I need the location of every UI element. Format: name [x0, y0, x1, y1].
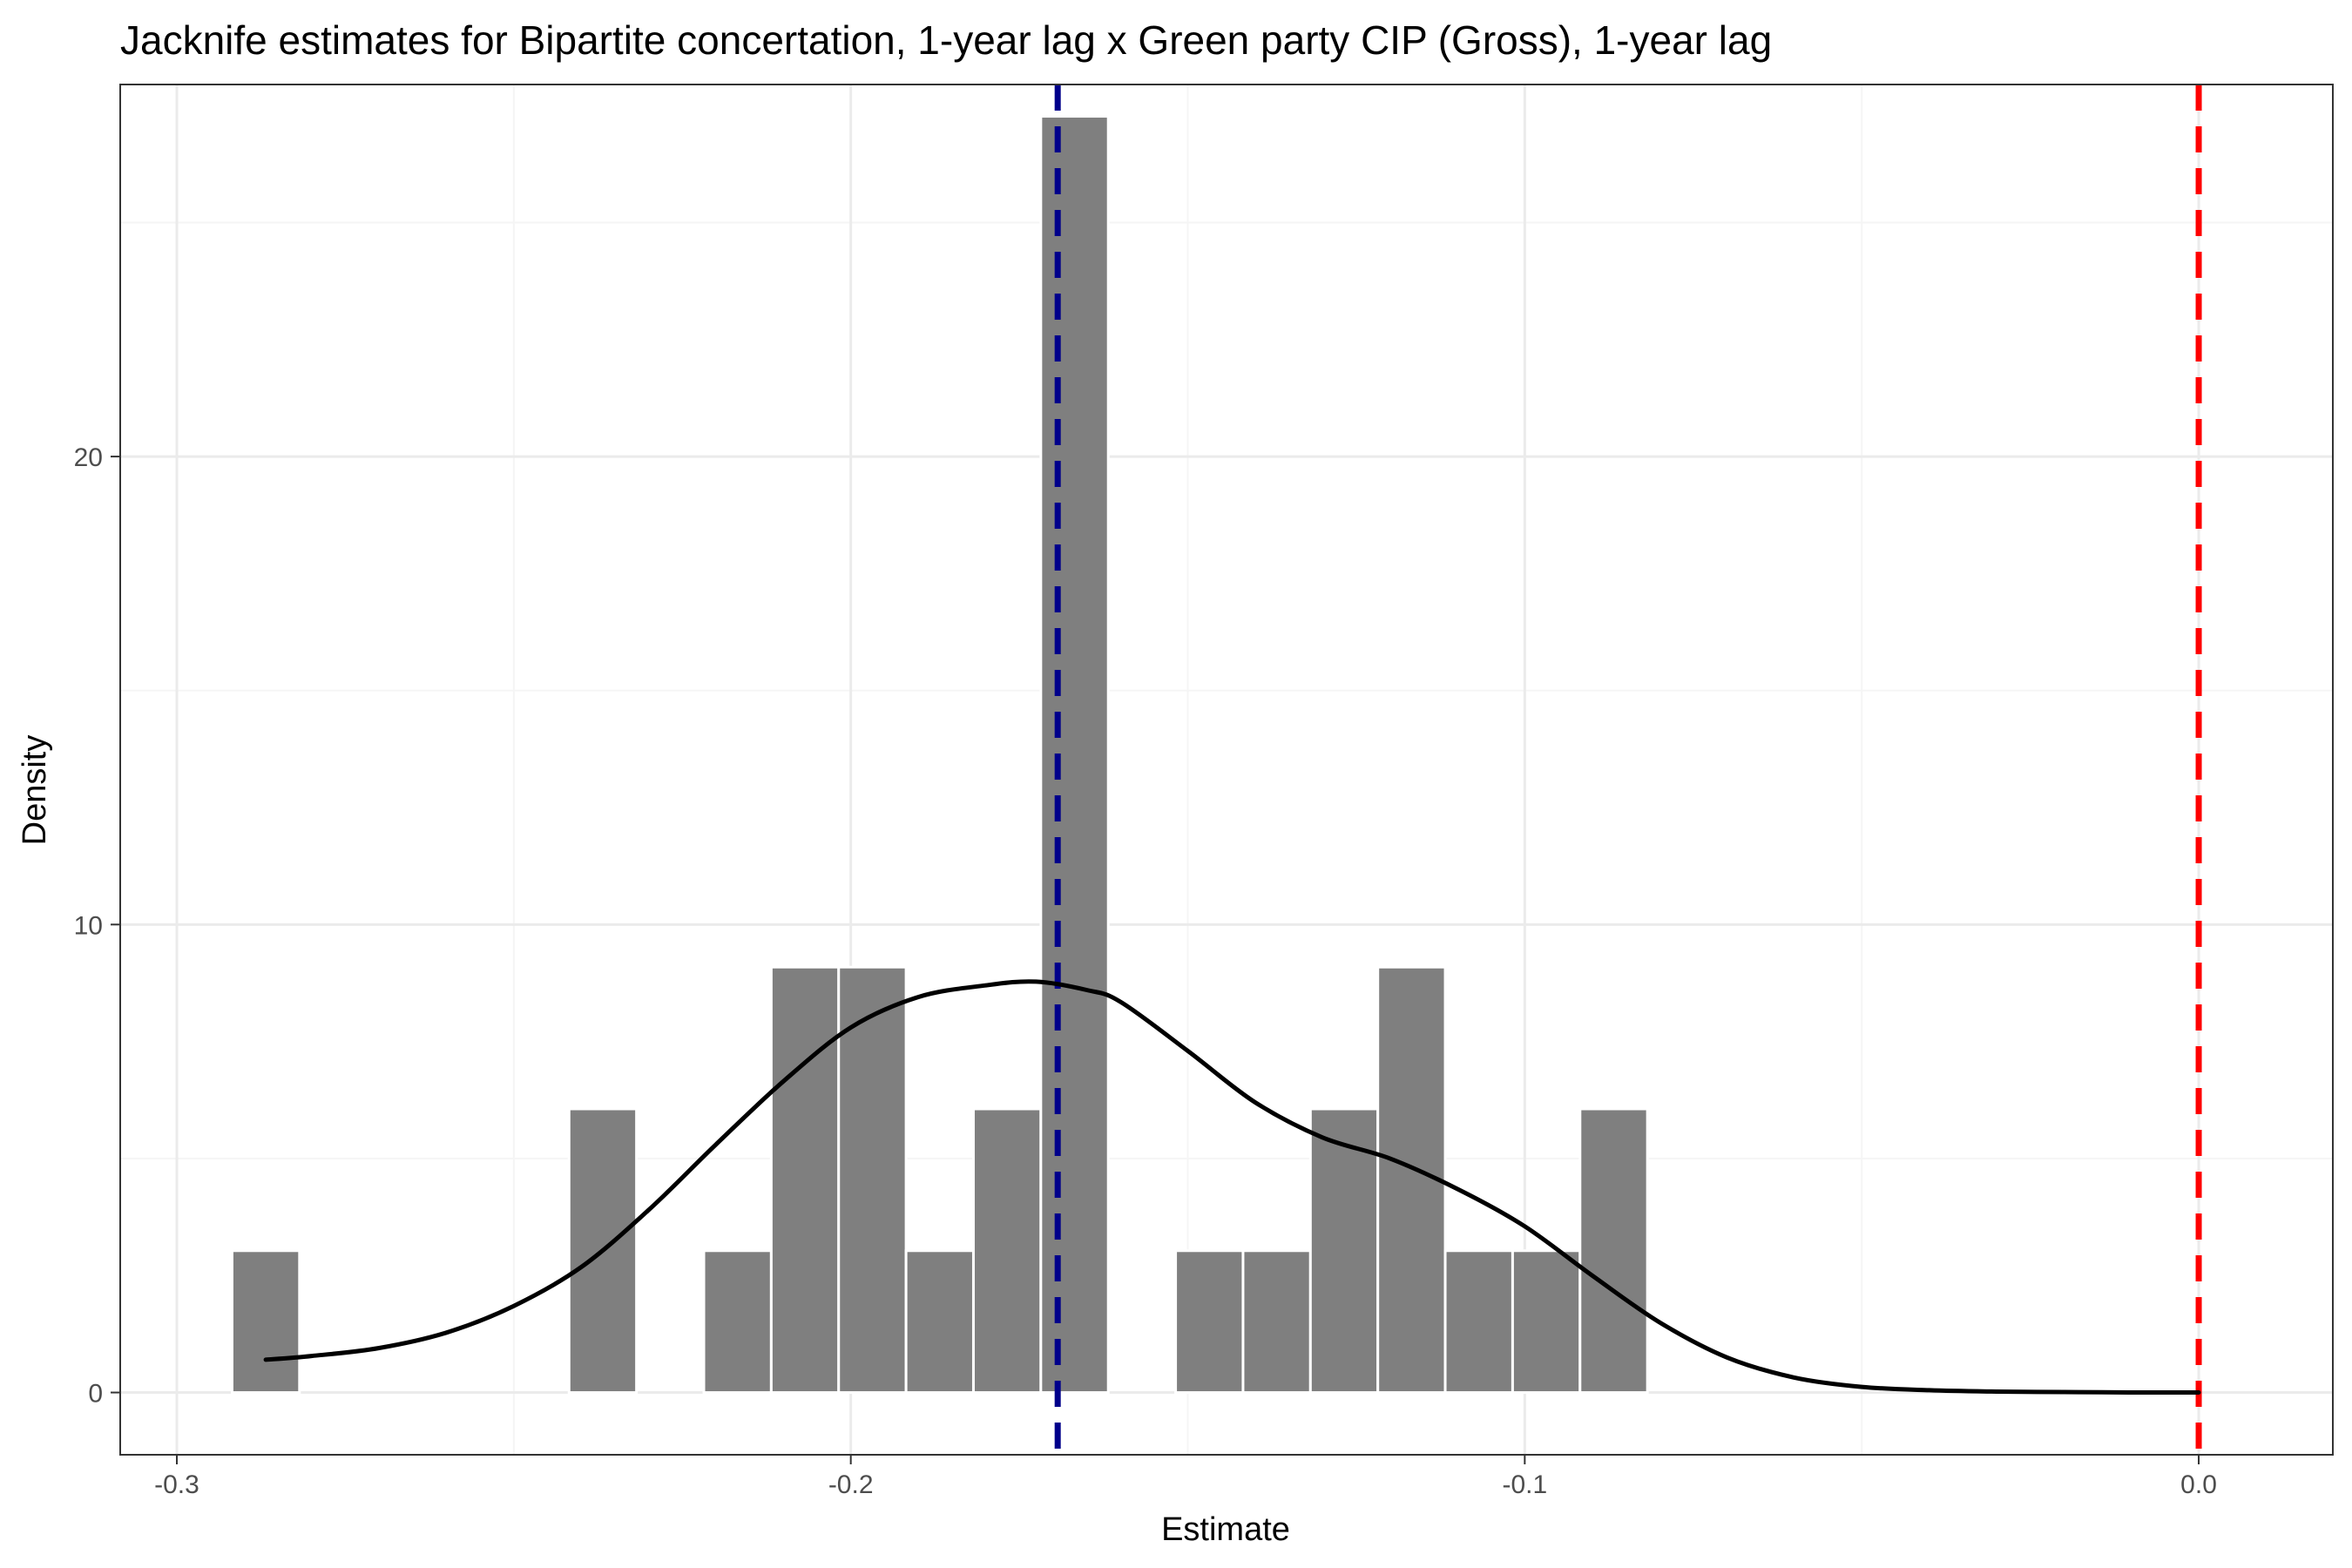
y-tick-label: 0: [88, 1380, 103, 1409]
histogram-bar: [1039, 115, 1110, 1395]
y-tick-label: 10: [74, 911, 103, 940]
density-curve-layer: [263, 979, 2201, 1396]
x-axis: -0.3 -0.2 -0.1 0.0: [154, 1455, 2217, 1499]
chart-title: Jacknife estimates for Bipartite concert…: [120, 17, 1772, 63]
histogram-bar: [769, 965, 841, 1395]
histogram-bar: [1511, 1249, 1582, 1395]
histogram-bar: [837, 965, 908, 1395]
histogram-bar: [1443, 1249, 1514, 1395]
density-curve: [263, 979, 2201, 1396]
x-tick-label: 0.0: [2180, 1470, 2217, 1499]
histogram-bar: [1174, 1249, 1245, 1395]
histogram-bar: [971, 1107, 1043, 1395]
bars-layer: [230, 115, 1649, 1395]
histogram-bar: [1241, 1249, 1312, 1395]
x-tick-label: -0.3: [154, 1470, 199, 1499]
histogram-bar: [1308, 1107, 1380, 1395]
x-tick-label: -0.2: [828, 1470, 874, 1499]
y-axis-title: Density: [17, 735, 53, 846]
histogram-bar: [230, 1249, 301, 1395]
x-tick-label: -0.1: [1503, 1470, 1548, 1499]
reference-lines-layer: [1054, 84, 2202, 1455]
y-axis: 0 10 20: [74, 443, 120, 1409]
histogram-bar: [702, 1249, 773, 1395]
histogram-bar: [1578, 1107, 1649, 1395]
panel-border: [119, 84, 2334, 1456]
y-tick-label: 20: [74, 443, 103, 472]
x-axis-title: Estimate: [1161, 1511, 1290, 1548]
histogram-bar: [904, 1249, 975, 1395]
